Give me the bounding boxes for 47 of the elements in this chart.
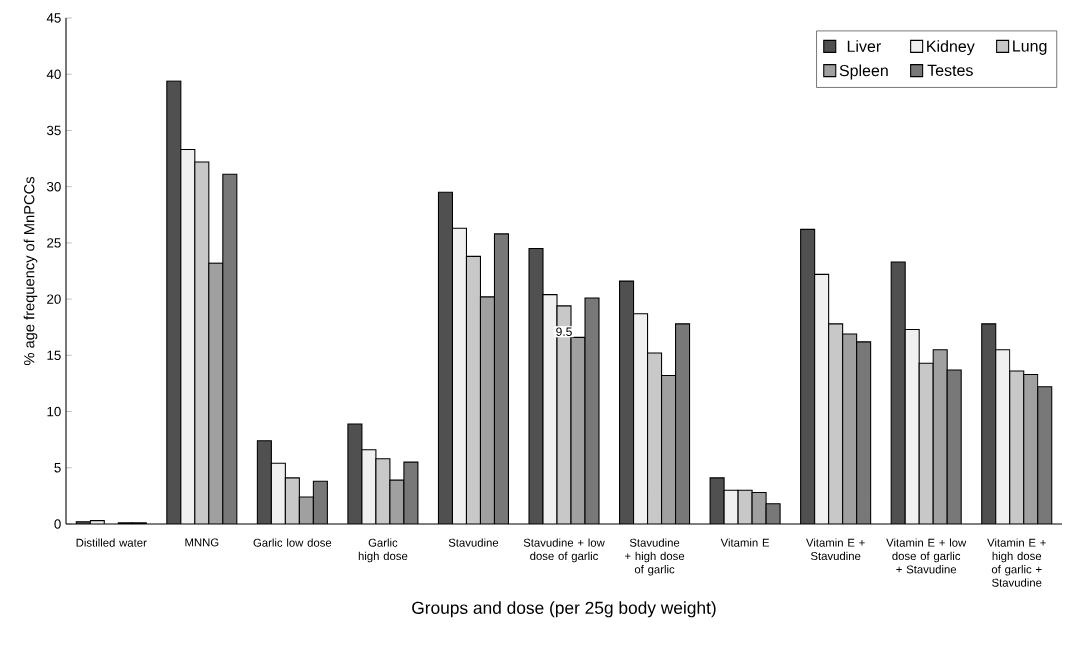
bar <box>194 161 209 524</box>
legend-label: Liver <box>847 40 881 52</box>
bar <box>466 256 481 524</box>
x-tick-label: Vitamin E + Stavudine <box>806 538 865 561</box>
bar <box>919 363 934 524</box>
x-axis-title: Groups and dose (per 25g body weight) <box>412 601 716 618</box>
legend-label: Kidney <box>927 40 975 56</box>
x-tick-label: Vitamin E + high dose of garlic + Stavudine <box>987 538 1046 587</box>
x-tick-label: Stavudine + high dose of garlic <box>625 538 685 576</box>
bar <box>1009 370 1025 524</box>
legend-label: Testes <box>927 64 973 76</box>
x-tick-label: Distilled water <box>76 538 147 547</box>
x-tick-label: Stavudine + low dose of garlic <box>523 538 605 563</box>
x-tick-label: Garlic high dose <box>358 538 408 563</box>
x-tick-label: MNNG <box>185 538 219 547</box>
y-tick-label: 30 <box>46 181 61 192</box>
bar <box>856 341 871 524</box>
bar <box>661 375 676 524</box>
y-tick-label: 15 <box>47 350 61 360</box>
y-tick-label: 5 <box>54 463 61 473</box>
y-tick-label: 45 <box>46 13 61 23</box>
bar <box>1037 386 1053 524</box>
bar <box>480 296 495 524</box>
bar <box>947 369 962 524</box>
y-tick-label: 40 <box>46 69 61 79</box>
bar <box>933 349 948 524</box>
y-tick-label: 0 <box>54 519 61 529</box>
bar <box>1023 373 1039 524</box>
legend-label: Lung <box>1013 40 1047 55</box>
y-tick-label: 20 <box>47 294 61 304</box>
bar <box>842 333 857 524</box>
y-tick-label: 10 <box>47 406 61 417</box>
annotation: 9.5 <box>556 327 572 336</box>
bar <box>222 174 237 524</box>
y-tick-label: 25 <box>47 238 61 248</box>
x-tick-label: Garlic low dose <box>253 538 332 547</box>
bar <box>494 233 509 524</box>
y-tick-label: 35 <box>46 125 61 136</box>
bar <box>647 353 662 524</box>
bar <box>828 323 843 524</box>
bar <box>208 263 223 524</box>
y-axis-title: % age frequency of MnPCCs <box>23 177 38 366</box>
x-tick-label: Vitamin E + low dose of garlic + Stavudine <box>886 538 967 574</box>
bar <box>675 323 690 524</box>
x-tick-label: Stavudine <box>448 538 499 547</box>
x-tick-label: Vitamin E <box>720 538 770 547</box>
legend-label: Spleen <box>839 64 888 80</box>
